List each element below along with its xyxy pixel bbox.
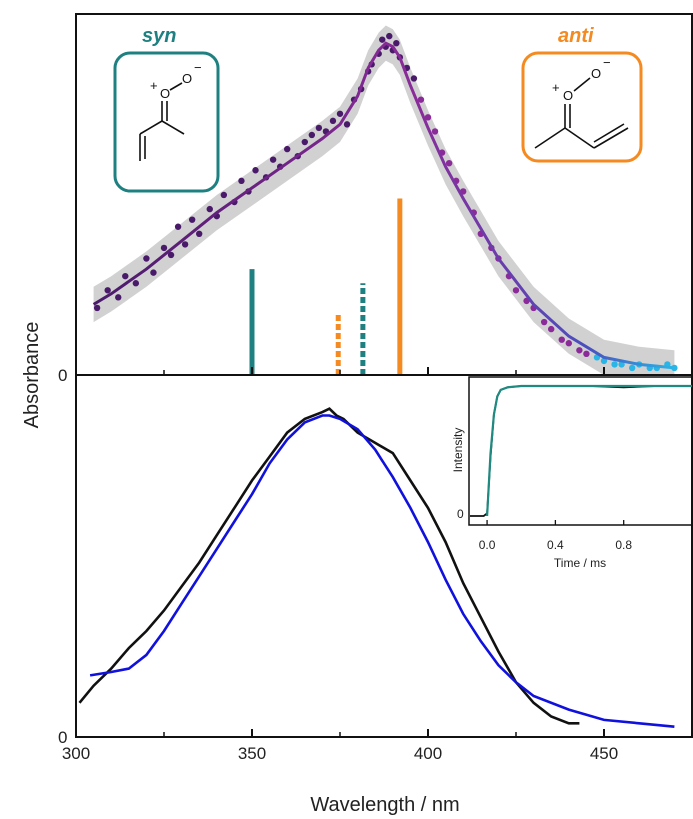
data-point (410, 75, 418, 82)
data-point (386, 32, 393, 40)
series-black (78, 407, 580, 725)
data-point (512, 287, 520, 294)
data-point (150, 269, 157, 276)
y-axis-title: Absorbance (21, 322, 43, 429)
x-axis-title: Wavelength / nm (310, 794, 459, 816)
data-point (379, 36, 386, 43)
anti-minus-sign: − (603, 55, 611, 70)
data-point (269, 156, 277, 163)
x-axis: 300 350 400 450 (62, 367, 693, 763)
data-point (104, 287, 111, 294)
inset-frame (468, 376, 693, 526)
data-point (238, 177, 245, 185)
data-point (284, 145, 291, 153)
syn-plus-sign: + (150, 78, 158, 93)
data-point (143, 255, 150, 262)
inset-x-tick-label: 0.4 (547, 538, 564, 552)
data-point (343, 121, 351, 128)
uncertainty-band (93, 25, 675, 375)
data-point (181, 241, 189, 248)
anti-title: anti (558, 25, 594, 47)
data-point (576, 347, 583, 354)
inset-x-axis: 0.0 0.4 0.8 (479, 520, 632, 552)
data-point (93, 304, 101, 312)
anti-plus-sign: + (552, 80, 560, 95)
inset-y-axis-title: Intensity (451, 428, 465, 473)
inset-x-tick-label: 0.0 (479, 538, 496, 552)
syn-title: syn (142, 25, 176, 47)
fit-curve (92, 41, 675, 370)
anti-oxygen-1: O (563, 88, 573, 103)
data-point (160, 244, 168, 252)
anti-structure (534, 77, 629, 149)
data-point (628, 364, 636, 372)
data-point (336, 110, 344, 117)
x-tick-label: 450 (590, 744, 618, 763)
data-point (565, 340, 572, 347)
inset-background (469, 377, 691, 527)
data-point (583, 350, 590, 358)
data-point (424, 114, 432, 121)
data-point (417, 96, 425, 103)
x-tick-label: 400 (414, 744, 442, 763)
anti-legend: anti + O O − (521, 25, 643, 163)
syn-structure-box (113, 51, 220, 193)
inset-y-tick-0: 0 (457, 507, 464, 521)
anti-oxygen-2: O (591, 66, 601, 81)
bottom-panel: 300 350 400 450 0 Wavelength / nm (58, 367, 693, 816)
data-point (600, 357, 608, 365)
data-point (308, 131, 316, 139)
data-point (167, 251, 175, 259)
data-point (122, 272, 129, 280)
inset-chart: 0.0 0.4 0.8 0 Time / ms Intensity (451, 376, 693, 570)
top-y-tick-0: 0 (58, 366, 67, 385)
data-point (132, 280, 140, 287)
inset-series-teal (486, 384, 692, 517)
series-blue (89, 414, 675, 728)
data-point (540, 318, 548, 326)
data-point (252, 167, 259, 174)
data-point (445, 160, 453, 167)
inset-x-axis-title: Time / ms (554, 556, 606, 570)
data-point (220, 191, 228, 199)
inset-x-tick-label: 0.8 (615, 538, 632, 552)
x-tick-label: 350 (238, 744, 266, 763)
syn-legend: syn + O O − (113, 25, 220, 193)
data-point (329, 117, 337, 125)
data-point (315, 124, 323, 132)
syn-minus-sign: − (194, 60, 202, 75)
bottom-panel-frame (75, 374, 693, 738)
data-point (611, 361, 618, 368)
data-point (301, 138, 308, 146)
data-point (174, 223, 182, 230)
data-point (558, 336, 565, 343)
syn-oxygen-1: O (160, 86, 170, 101)
syn-structure (139, 82, 185, 161)
data-point (431, 128, 439, 135)
bottom-y-tick-0: 0 (58, 728, 67, 747)
data-point (115, 294, 122, 301)
data-point (618, 361, 625, 368)
data-point (548, 325, 555, 333)
data-point (188, 216, 196, 223)
x-tick-label: 300 (62, 744, 90, 763)
syn-oxygen-2: O (182, 71, 192, 86)
anti-structure-box (521, 51, 643, 163)
data-point (393, 39, 400, 47)
data-point (196, 230, 203, 237)
top-panel: 0 (58, 13, 693, 385)
stick-spectrum (249, 198, 403, 375)
data-point (206, 205, 213, 213)
